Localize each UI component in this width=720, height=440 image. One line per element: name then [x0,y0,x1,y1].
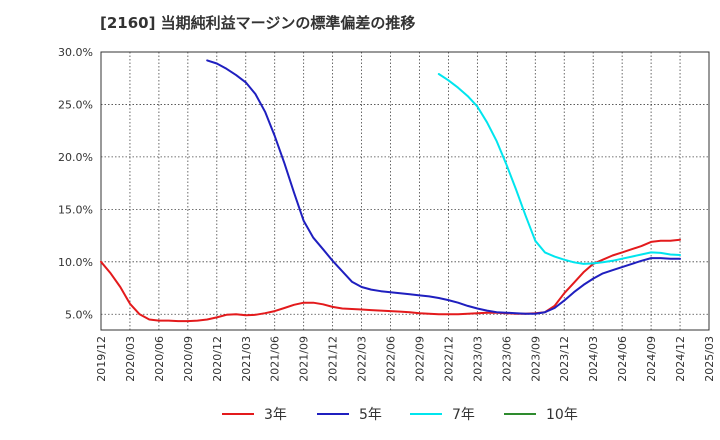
y-tick-label: 30.0% [58,46,93,59]
legend: 3年 5年 7年 10年 [0,402,720,426]
legend-swatch [222,413,254,415]
legend-item: 3年 [222,402,287,426]
y-tick-label: 20.0% [58,151,93,164]
legend-item: 7年 [410,402,475,426]
series-lines [100,59,681,323]
x-tick-label: 2024/12 [674,336,687,382]
legend-label: 7年 [452,407,475,423]
x-tick-label: 2024/06 [616,336,629,382]
x-tick-label: 2020/12 [211,336,224,382]
y-tick-label: 15.0% [58,203,93,216]
x-tick-label: 2022/12 [442,336,455,382]
series-line-1 [206,59,681,315]
series-line-0 [100,238,681,323]
x-tick-label: 2023/09 [529,336,542,382]
legend-swatch [504,413,536,415]
legend-item: 5年 [317,402,382,426]
legend-item: 10年 [504,402,578,426]
x-tick-label: 2021/03 [240,336,253,382]
x-tick-label: 2021/06 [269,336,282,382]
x-tick-label: 2022/06 [385,336,398,382]
x-tick-label: 2019/12 [95,336,108,382]
x-tick-label: 2025/03 [703,336,716,382]
legend-label: 10年 [546,407,578,423]
grid [100,51,710,330]
x-tick-label: 2020/03 [124,336,137,382]
y-tick-label: 10.0% [58,256,93,269]
x-tick-label: 2021/09 [298,336,311,382]
legend-swatch [317,413,349,415]
legend-label: 3年 [264,407,287,423]
axes [100,51,710,331]
legend-swatch [410,413,442,415]
tick-labels: 5.0% 10.0% 15.0% 20.0% 25.0% 30.0% 2019/12 2020… [58,46,716,382]
chart-title: [2160] 当期純利益マージンの標準偏差の推移 [100,14,416,32]
y-tick-label: 25.0% [58,98,93,111]
x-tick-label: 2022/03 [356,336,369,382]
legend-label: 5年 [359,407,382,423]
x-tick-label: 2021/12 [327,336,340,382]
x-tick-label: 2020/06 [153,336,166,382]
x-tick-label: 2024/09 [645,336,658,382]
x-tick-label: 2022/09 [413,336,426,382]
x-tick-label: 2020/09 [182,336,195,382]
x-tick-label: 2024/03 [587,336,600,382]
plot-area [101,52,709,330]
x-tick-label: 2023/06 [500,336,513,382]
plot-frame [100,51,710,331]
x-tick-label: 2023/03 [471,336,484,382]
series-line-2 [437,73,681,265]
y-tick-label: 5.0% [65,308,93,321]
x-tick-label: 2023/12 [558,336,571,382]
